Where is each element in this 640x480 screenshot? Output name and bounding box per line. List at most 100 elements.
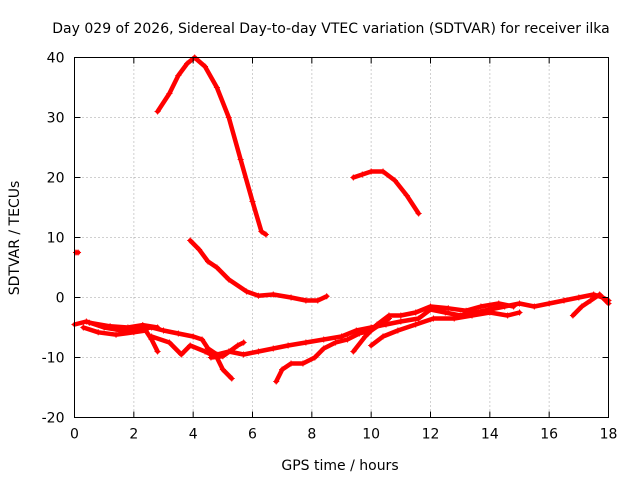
- data-point-marker: [255, 292, 262, 299]
- y-axis-tick-labels: -20 -10 0 10 20 30 40: [42, 51, 65, 427]
- data-point-marker: [225, 276, 232, 283]
- data-point-marker: [350, 348, 357, 355]
- data-point-marker: [213, 264, 220, 271]
- series-arc-mid: [350, 168, 422, 217]
- data-point-marker: [486, 309, 493, 316]
- series-baseline-c: [86, 319, 161, 331]
- data-point-marker: [445, 305, 452, 312]
- series-line: [368, 310, 522, 348]
- data-point-marker: [469, 312, 476, 319]
- y-axis-title: SDTVAR / TECUs: [7, 181, 23, 296]
- data-point-marker: [205, 258, 211, 265]
- data-point-marker: [302, 339, 309, 346]
- data-point-marker: [139, 322, 146, 329]
- data-point-marker: [187, 237, 194, 244]
- series-line: [208, 340, 246, 360]
- data-point-marker: [228, 375, 235, 382]
- data-point-marker: [237, 156, 244, 163]
- series-line: [187, 238, 329, 303]
- x-tick-label: 16: [540, 427, 558, 443]
- data-point-marker: [175, 330, 182, 337]
- data-point-marker: [427, 303, 434, 310]
- data-point-marker: [219, 353, 226, 360]
- data-point-marker: [320, 345, 327, 352]
- data-point-marker: [320, 336, 327, 343]
- data-point-marker: [270, 291, 277, 298]
- data-point-marker: [332, 339, 339, 346]
- x-tick-label: 4: [189, 427, 198, 443]
- data-point-marker: [199, 336, 206, 343]
- data-point-marker: [569, 312, 576, 319]
- y-tick-label: 30: [47, 111, 65, 127]
- data-point-marker: [130, 329, 137, 336]
- data-point-marker: [362, 333, 369, 340]
- x-axis-title: GPS time / hours: [281, 458, 398, 474]
- data-point-marker: [531, 303, 538, 310]
- data-point-marker: [288, 294, 295, 301]
- data-point-marker: [95, 329, 102, 336]
- data-point-marker: [451, 315, 458, 322]
- data-point-marker: [314, 297, 321, 304]
- data-point-marker: [415, 210, 422, 217]
- series-line: [155, 55, 269, 237]
- data-point-marker: [243, 288, 250, 295]
- data-point-marker: [75, 249, 82, 256]
- data-point-marker: [124, 324, 131, 331]
- data-series-layer: [71, 54, 612, 385]
- data-point-marker: [154, 108, 161, 115]
- data-point-marker: [154, 348, 161, 355]
- data-point-marker: [412, 309, 419, 316]
- data-point-marker: [234, 342, 241, 349]
- data-point-marker: [546, 300, 553, 307]
- data-point-marker: [255, 348, 262, 355]
- data-point-marker: [299, 360, 306, 367]
- data-point-marker: [240, 351, 247, 358]
- x-tick-label: 14: [481, 427, 499, 443]
- data-point-marker: [412, 321, 419, 328]
- data-point-marker: [190, 333, 197, 340]
- data-point-marker: [397, 312, 404, 319]
- data-point-marker: [160, 327, 167, 334]
- data-point-marker: [368, 342, 375, 349]
- data-point-marker: [175, 72, 182, 79]
- x-tick-label: 2: [129, 427, 138, 443]
- grid-lines: [74, 57, 609, 418]
- data-point-marker: [359, 171, 366, 178]
- data-point-marker: [113, 331, 120, 338]
- data-point-marker: [380, 168, 387, 175]
- data-point-marker: [516, 300, 523, 307]
- data-point-marker: [262, 231, 269, 238]
- y-tick-label: 10: [47, 231, 65, 247]
- data-point-marker: [504, 312, 511, 319]
- data-point-marker: [273, 378, 280, 385]
- data-point-marker: [219, 366, 226, 373]
- x-tick-label: 0: [70, 427, 79, 443]
- data-point-marker: [207, 354, 214, 361]
- data-point-marker: [213, 84, 220, 91]
- data-point-marker: [350, 174, 357, 181]
- data-point-marker: [285, 342, 292, 349]
- data-point-marker: [510, 303, 517, 310]
- data-point-marker: [356, 330, 363, 337]
- data-point-marker: [516, 309, 523, 316]
- chart-title: Day 029 of 2026, Sidereal Day-to-day VTE…: [52, 21, 609, 37]
- y-tick-label: 40: [47, 51, 65, 67]
- series-arc-decay: [187, 237, 330, 304]
- data-point-marker: [463, 307, 470, 314]
- data-point-marker: [394, 327, 401, 334]
- x-tick-label: 12: [422, 427, 440, 443]
- data-point-marker: [178, 351, 185, 358]
- data-point-marker: [288, 360, 295, 367]
- data-point-marker: [202, 348, 209, 355]
- data-point-marker: [596, 291, 603, 298]
- data-point-marker: [270, 345, 277, 352]
- data-point-marker: [80, 324, 87, 331]
- data-point-marker: [575, 294, 582, 301]
- data-point-marker: [249, 198, 256, 205]
- data-point-marker: [184, 60, 191, 67]
- data-point-marker: [587, 297, 594, 304]
- data-point-marker: [442, 309, 449, 316]
- x-tick-label: 6: [248, 427, 257, 443]
- data-point-marker: [380, 333, 387, 340]
